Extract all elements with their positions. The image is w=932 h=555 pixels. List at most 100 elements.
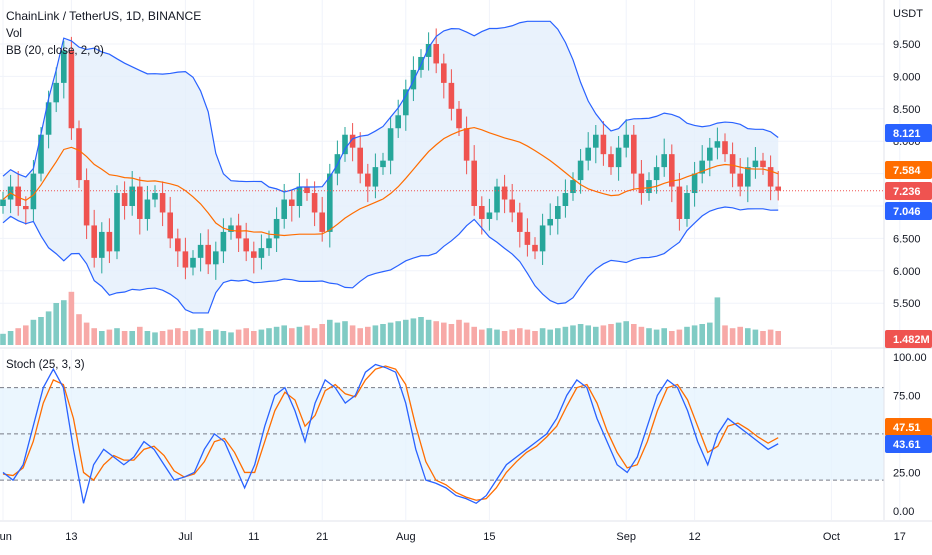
stoch-tick-label: 0.00 xyxy=(893,506,914,518)
candle-body xyxy=(45,102,52,135)
time-label: Jul xyxy=(178,531,192,543)
candle-body xyxy=(395,115,401,129)
volume-bar xyxy=(30,319,37,345)
volume-bar xyxy=(304,325,310,345)
candle-body xyxy=(775,186,781,191)
volume-bar xyxy=(570,325,576,345)
volume-bar xyxy=(235,329,242,345)
volume-bar xyxy=(608,324,614,345)
stoch-d-badge-bg xyxy=(885,418,932,436)
symbol-title[interactable]: ChainLink / TetherUS, 1D, BINANCE xyxy=(6,9,202,23)
candle-body xyxy=(745,167,751,187)
volume-bar xyxy=(403,319,409,345)
bb-upper-badge-bg xyxy=(885,124,932,142)
time-label: Aug xyxy=(396,531,416,543)
candle-body xyxy=(707,147,713,161)
volume-bar xyxy=(479,329,485,345)
stochastic-indicator-label[interactable]: Stoch (25, 3, 3) xyxy=(6,359,85,371)
volume-bar xyxy=(456,319,462,345)
volume-bar xyxy=(289,328,295,345)
volume-bar xyxy=(68,291,75,345)
volume-bar xyxy=(600,325,607,345)
bollinger-basis-line xyxy=(2,126,779,237)
volume-bar xyxy=(524,329,531,345)
volume-bar xyxy=(646,328,652,345)
candle-body xyxy=(600,134,607,155)
volume-bar xyxy=(38,317,44,345)
volume-bar xyxy=(418,317,424,345)
stoch-d-badge: 47.51 xyxy=(893,422,921,434)
volume-bar xyxy=(555,328,561,345)
candle-body xyxy=(121,193,128,206)
volume-bar xyxy=(76,314,82,345)
currency-label: USDT xyxy=(893,8,923,20)
volume-bar xyxy=(547,329,553,345)
candle-body xyxy=(623,134,629,148)
price-tick-label: 6.000 xyxy=(893,266,921,278)
bb-basis-badge-bg xyxy=(885,161,932,179)
volume-bar xyxy=(387,322,394,345)
time-label: 21 xyxy=(316,531,328,543)
candle-body xyxy=(524,231,531,245)
volume-bar xyxy=(137,326,143,345)
candle-body xyxy=(585,147,591,161)
volume-bar xyxy=(197,328,204,345)
candle-body xyxy=(235,225,242,239)
candle-body xyxy=(577,160,584,181)
volume-bar xyxy=(729,328,736,345)
volume-badge-bg xyxy=(885,330,932,348)
candle-body xyxy=(15,186,21,206)
volume-bar xyxy=(486,328,493,345)
candle-body xyxy=(365,173,371,187)
volume-bar xyxy=(0,333,6,345)
volume-bar xyxy=(395,321,401,345)
candle-body xyxy=(281,199,287,219)
candle-body xyxy=(205,244,211,265)
volume-bar xyxy=(638,326,645,345)
bb-upper-badge: 8.121 xyxy=(893,128,921,140)
candle-body xyxy=(137,186,143,219)
volume-bar xyxy=(251,331,257,345)
candle-body xyxy=(144,199,151,219)
volume-bar xyxy=(775,331,781,345)
candle-body xyxy=(539,225,546,252)
volume-bar xyxy=(152,332,158,345)
volume-bar xyxy=(349,325,356,345)
bollinger-indicator-label[interactable]: BB (20, close, 2, 0) xyxy=(6,45,104,57)
candle-body xyxy=(608,154,614,168)
candle-body xyxy=(273,218,280,239)
volume-bar xyxy=(699,324,705,345)
price-badge: 7.236 xyxy=(893,186,921,198)
volume-bar xyxy=(714,297,721,345)
volume-bar xyxy=(691,325,698,345)
candle-body xyxy=(53,82,59,103)
volume-bar xyxy=(471,326,477,345)
candle-body xyxy=(646,180,652,194)
volume-bar xyxy=(615,322,622,345)
bb-lower-badge-bg xyxy=(885,202,932,220)
candle-body xyxy=(570,180,576,194)
candle-body xyxy=(684,193,690,219)
candle-body xyxy=(152,193,158,200)
candle-body xyxy=(83,180,90,226)
volume-bar xyxy=(653,329,660,345)
volume-bar xyxy=(167,329,173,345)
candle-body xyxy=(159,193,166,213)
candle-body xyxy=(220,231,227,252)
bb-lower-badge: 7.046 xyxy=(893,206,921,218)
volume-bar xyxy=(623,321,629,345)
candle-body xyxy=(380,160,386,168)
stoch-k-badge-bg xyxy=(885,435,932,453)
candle-body xyxy=(760,160,766,168)
candle-body xyxy=(319,212,325,232)
volume-bar xyxy=(760,331,766,345)
volume-indicator-label[interactable]: Vol xyxy=(6,28,22,40)
volume-bar xyxy=(319,324,325,345)
candle-body xyxy=(425,44,432,57)
volume-bar xyxy=(707,322,713,345)
candle-body xyxy=(349,134,356,148)
candle-body xyxy=(38,134,44,174)
candle-body xyxy=(456,108,462,129)
volume-bar xyxy=(311,328,318,345)
